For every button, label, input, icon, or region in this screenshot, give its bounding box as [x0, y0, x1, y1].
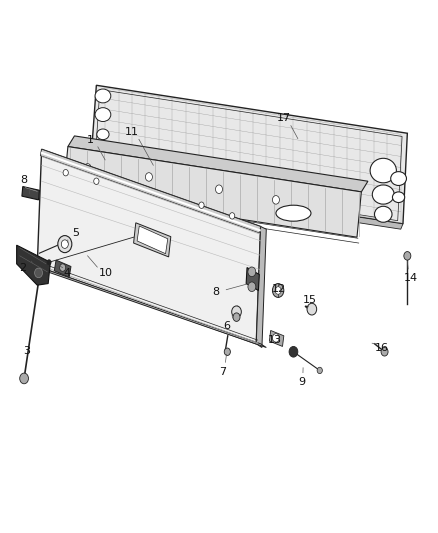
Polygon shape	[88, 176, 403, 229]
Text: 1: 1	[87, 135, 94, 144]
Text: 2: 2	[19, 263, 26, 272]
Circle shape	[230, 213, 235, 219]
Circle shape	[47, 260, 51, 265]
Text: 8: 8	[21, 175, 28, 184]
Text: 5: 5	[72, 228, 79, 238]
Text: 9: 9	[298, 377, 305, 387]
Polygon shape	[256, 227, 266, 348]
Text: 15: 15	[303, 295, 317, 304]
Text: 4: 4	[63, 268, 70, 278]
Circle shape	[199, 202, 204, 208]
Circle shape	[307, 303, 317, 315]
Circle shape	[248, 267, 256, 277]
Circle shape	[272, 284, 284, 297]
Circle shape	[275, 287, 281, 294]
Polygon shape	[40, 149, 261, 233]
Ellipse shape	[110, 180, 135, 195]
Circle shape	[233, 313, 240, 321]
Polygon shape	[64, 147, 361, 237]
Polygon shape	[137, 226, 168, 254]
Polygon shape	[22, 187, 39, 200]
Circle shape	[215, 185, 223, 193]
Polygon shape	[37, 266, 266, 348]
Text: 12: 12	[272, 284, 286, 294]
Circle shape	[289, 346, 298, 357]
Ellipse shape	[104, 161, 115, 169]
Text: 7: 7	[219, 367, 226, 376]
Text: 8: 8	[212, 287, 219, 296]
Circle shape	[145, 173, 152, 181]
Polygon shape	[90, 85, 407, 224]
Ellipse shape	[374, 206, 392, 222]
Ellipse shape	[95, 108, 111, 122]
Ellipse shape	[370, 158, 396, 183]
Circle shape	[272, 334, 279, 342]
Polygon shape	[17, 245, 50, 285]
Circle shape	[272, 196, 279, 204]
Ellipse shape	[95, 89, 111, 103]
Circle shape	[20, 373, 28, 384]
Polygon shape	[68, 136, 368, 192]
Circle shape	[224, 348, 230, 356]
Ellipse shape	[392, 192, 405, 203]
Text: 13: 13	[268, 335, 282, 344]
Circle shape	[232, 306, 241, 318]
Text: 16: 16	[375, 343, 389, 352]
Polygon shape	[269, 330, 284, 346]
Ellipse shape	[276, 205, 311, 221]
Ellipse shape	[97, 129, 109, 140]
Circle shape	[61, 240, 68, 248]
Text: 11: 11	[125, 127, 139, 136]
Circle shape	[60, 264, 66, 271]
Circle shape	[248, 282, 256, 292]
Text: 6: 6	[223, 321, 230, 331]
Circle shape	[381, 348, 388, 356]
Text: 3: 3	[24, 346, 31, 356]
Circle shape	[317, 367, 322, 374]
Circle shape	[404, 252, 411, 260]
Circle shape	[94, 178, 99, 184]
Polygon shape	[246, 268, 259, 290]
Text: 10: 10	[99, 268, 113, 278]
Circle shape	[63, 169, 68, 176]
Circle shape	[58, 236, 72, 253]
Polygon shape	[54, 260, 71, 277]
Ellipse shape	[372, 185, 394, 204]
Text: 14: 14	[404, 273, 418, 283]
Polygon shape	[37, 149, 261, 344]
Circle shape	[84, 164, 91, 172]
Circle shape	[35, 268, 42, 278]
Ellipse shape	[97, 145, 109, 156]
Polygon shape	[134, 223, 171, 257]
Ellipse shape	[391, 172, 406, 185]
Text: 17: 17	[277, 114, 291, 123]
